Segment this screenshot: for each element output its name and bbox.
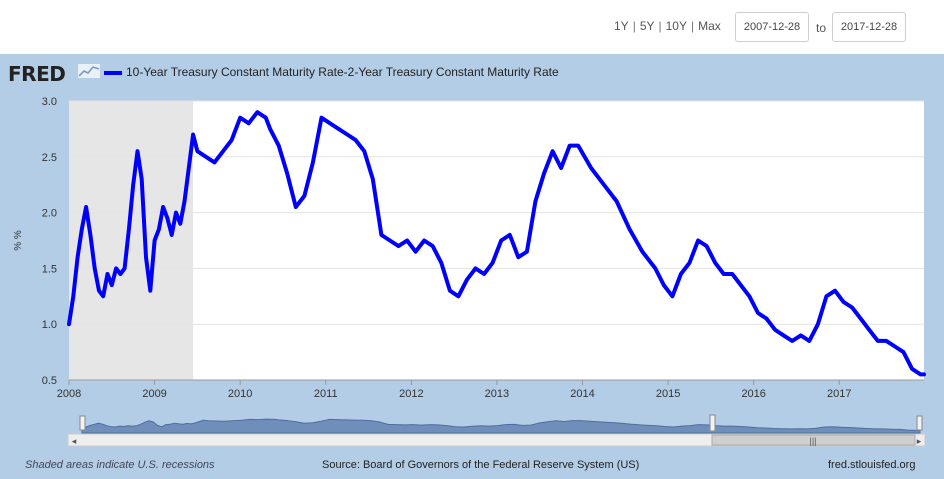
top-bar: 1Y|5Y|10Y|Max to <box>0 0 944 54</box>
x-tick-label: 2014 <box>570 388 594 400</box>
scroll-right-arrow-icon[interactable]: ▸ <box>917 437 922 447</box>
scrollbar-grip-icon: ||| <box>809 436 816 446</box>
chart-panel: 0.5 1.0 1.5 2.0 2.5 3.0 2008 2009 2010 2011 2012 20… <box>0 54 944 479</box>
y-tick-label: 2.5 <box>42 152 57 164</box>
x-tick-label: 2011 <box>314 388 338 400</box>
to-label: to <box>816 21 827 35</box>
site-link[interactable]: fred.stlouisfed.org <box>828 459 916 471</box>
range-10y-button[interactable]: 10Y <box>665 19 687 33</box>
navigator-mid-handle[interactable] <box>709 414 716 432</box>
recession-note: Shaded areas indicate U.S. recessions <box>25 459 215 471</box>
y-tick-label: 0.5 <box>42 375 57 387</box>
fred-sparkline-icon <box>78 64 100 78</box>
scrollbar-track[interactable] <box>67 433 926 447</box>
navigator-right-handle[interactable] <box>916 415 923 431</box>
y-axis-label: % % <box>13 230 24 251</box>
x-tick-label: 2016 <box>741 388 765 400</box>
legend-label: 10-Year Treasury Constant Maturity Rate-… <box>126 65 559 79</box>
scrollbar-thumb[interactable] <box>711 434 916 446</box>
y-tick-label: 1.5 <box>42 263 57 275</box>
y-tick-label: 3.0 <box>42 96 57 108</box>
series-line <box>67 110 926 377</box>
recession-band <box>69 101 194 380</box>
x-tick-label: 2008 <box>57 388 81 400</box>
y-tick-label: 2.0 <box>42 208 57 220</box>
range-selector: 1Y | 5Y | 10Y | Max <box>614 19 721 33</box>
x-tick-label: 2013 <box>485 388 509 400</box>
navigator-left-handle[interactable] <box>79 415 86 431</box>
scroll-left-arrow-icon[interactable]: ◂ <box>72 437 77 447</box>
y-tick-label: 1.0 <box>42 319 57 331</box>
source-note: Source: Board of Governors of the Federa… <box>322 459 640 471</box>
legend-swatch <box>104 71 122 75</box>
x-tick-label: 2015 <box>656 388 680 400</box>
fred-logo: FRED <box>8 62 66 86</box>
x-tick-label: 2009 <box>142 388 166 400</box>
chart-svg: 0.5 1.0 1.5 2.0 2.5 3.0 2008 2009 2010 2011 2012 20… <box>13 96 926 447</box>
x-tick-label: 2017 <box>827 388 851 400</box>
range-1y-button[interactable]: 1Y <box>614 19 629 33</box>
x-tick-label: 2010 <box>228 388 252 400</box>
start-date-input[interactable] <box>735 12 809 42</box>
range-max-button[interactable]: Max <box>698 19 721 33</box>
end-date-input[interactable] <box>832 12 906 42</box>
range-5y-button[interactable]: 5Y <box>639 19 655 33</box>
x-tick-label: 2012 <box>399 388 423 400</box>
